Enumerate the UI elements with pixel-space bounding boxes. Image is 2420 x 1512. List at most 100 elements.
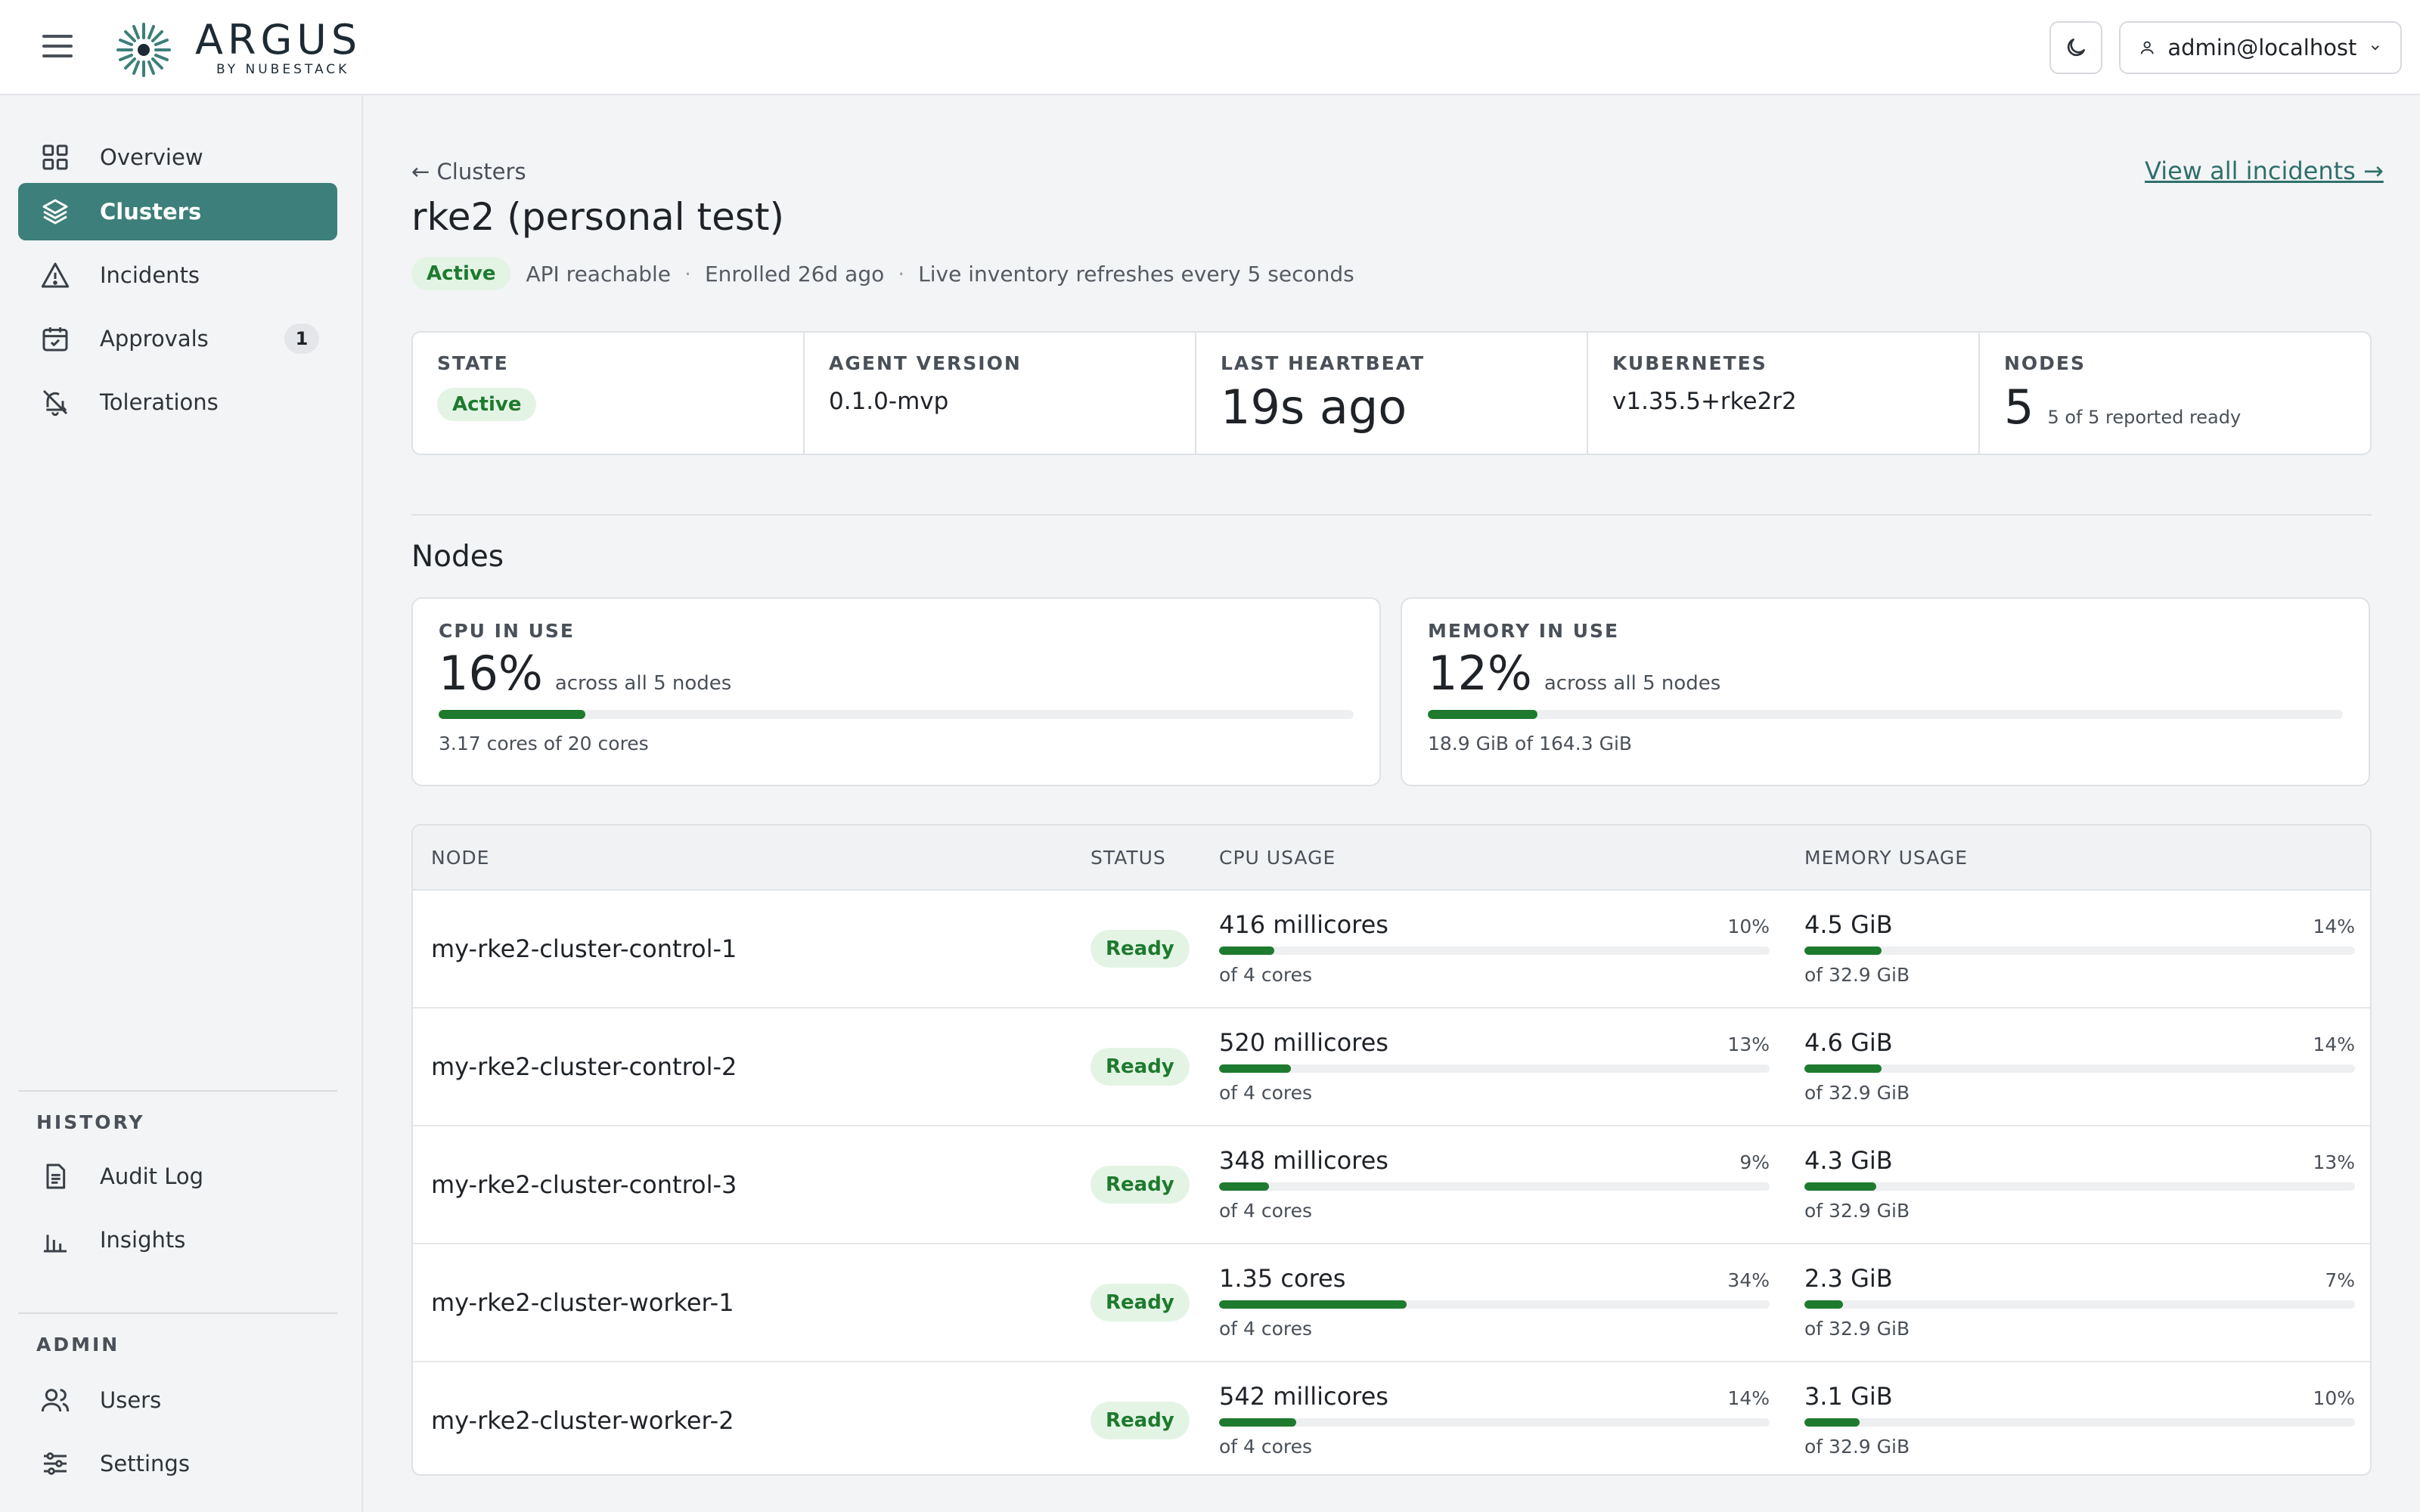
agent-version-cell: AGENT VERSION 0.1.0-mvp [805, 333, 1196, 454]
cpu-usage-value: 348 millicores [1219, 1146, 1388, 1175]
sidebar-item-tolerations[interactable]: Tolerations [18, 373, 337, 431]
column-header-node[interactable]: NODE [431, 847, 490, 869]
memory-usage-bar-fill [1804, 1182, 1876, 1191]
sidebar-item-users[interactable]: Users [18, 1371, 337, 1429]
enrolled-text: Enrolled 26d ago [704, 261, 885, 287]
theme-toggle-button[interactable] [2049, 21, 2102, 74]
sidebar-item-approvals[interactable]: Approvals 1 [18, 310, 337, 367]
cpu-usage-percent: 16% [439, 646, 543, 701]
cpu-usage-value: 520 millicores [1219, 1028, 1388, 1057]
memory-usage-percent: 7% [2325, 1269, 2355, 1291]
state-badge: Active [437, 388, 537, 421]
sidebar-item-insights[interactable]: Insights [18, 1211, 337, 1269]
cpu-usage-bar [1219, 947, 1770, 955]
cpu-usage-percent: 14% [1727, 1387, 1770, 1409]
cpu-usage-bar-fill [1219, 1064, 1291, 1073]
memory-usage-summary: 12% across all 5 nodes [1428, 646, 2343, 701]
table-row[interactable]: my-rke2-cluster-control-1 Ready 416 mill… [413, 891, 2370, 1009]
kubernetes-version: v1.35.5+rke2r2 [1612, 388, 1797, 415]
cpu-usage-percent: 13% [1727, 1033, 1770, 1055]
memory-usage-label: MEMORY IN USE [1428, 620, 1620, 642]
state-cell: STATE Active [413, 333, 805, 454]
memory-usage-bar [1804, 1300, 2355, 1309]
cpu-usage-percent: 9% [1739, 1151, 1770, 1173]
sidebar-item-label: Tolerations [100, 389, 219, 415]
nodes-count-value: 5 [2004, 380, 2034, 435]
memory-usage-bar-fill [1428, 710, 1538, 719]
sidebar-divider [18, 1312, 337, 1314]
kubernetes-label: KUBERNETES [1612, 352, 1767, 374]
table-row[interactable]: my-rke2-cluster-control-3 Ready 348 mill… [413, 1126, 2370, 1244]
column-header-memory-usage[interactable]: MEMORY USAGE [1804, 847, 1969, 869]
sidebar: Overview Clusters Incidents Approvals 1 [0, 95, 363, 1512]
sidebar-item-overview[interactable]: Overview [18, 129, 337, 186]
cpu-usage-bar [1219, 1182, 1770, 1191]
memory-usage-card: MEMORY IN USE 12% across all 5 nodes 18.… [1401, 597, 2370, 786]
sidebar-item-incidents[interactable]: Incidents [18, 246, 337, 304]
memory-capacity: of 32.9 GiB [1804, 1200, 1910, 1222]
memory-usage-bar [1804, 947, 2355, 955]
cpu-usage-cell: 1.35 cores 34% of 4 cores [1219, 1264, 1770, 1340]
column-header-status[interactable]: STATUS [1091, 847, 1166, 869]
sliders-icon [39, 1448, 71, 1479]
memory-usage-bar [1428, 710, 2343, 719]
node-name[interactable]: my-rke2-cluster-control-1 [431, 934, 737, 963]
brand-name: ARGUS [195, 16, 362, 64]
cpu-usage-bar [1219, 1300, 1770, 1309]
cpu-usage-percent: 10% [1727, 916, 1770, 937]
node-name[interactable]: my-rke2-cluster-control-3 [431, 1170, 737, 1199]
approvals-count-badge: 1 [284, 324, 319, 354]
sidebar-item-audit-log[interactable]: Audit Log [18, 1148, 337, 1205]
sidebar-divider [18, 1090, 337, 1092]
user-menu-button[interactable]: admin@localhost [2119, 21, 2402, 74]
node-name[interactable]: my-rke2-cluster-worker-1 [431, 1288, 734, 1317]
table-row[interactable]: my-rke2-cluster-worker-2 Ready 542 milli… [413, 1362, 2370, 1474]
node-name[interactable]: my-rke2-cluster-worker-2 [431, 1406, 734, 1435]
cluster-meta-row: Active API reachable · Enrolled 26d ago … [411, 257, 1354, 290]
refresh-text: Live inventory refreshes every 5 seconds [918, 261, 1354, 287]
nodes-section-title: Nodes [411, 540, 504, 574]
page-title: rke2 (personal test) [411, 195, 785, 239]
memory-usage-value: 4.5 GiB [1804, 910, 1893, 939]
cpu-usage-bar-fill [1219, 947, 1274, 955]
node-status-badge: Ready [1091, 1048, 1190, 1086]
sidebar-item-label: Users [100, 1387, 162, 1413]
cpu-usage-bar [1219, 1418, 1770, 1427]
cpu-usage-value: 542 millicores [1219, 1382, 1388, 1411]
memory-usage-value: 4.3 GiB [1804, 1146, 1893, 1175]
cpu-usage-bar-fill [1219, 1300, 1407, 1309]
menu-icon[interactable] [42, 35, 73, 59]
warning-icon [39, 259, 71, 291]
memory-usage-bar [1804, 1064, 2355, 1073]
document-icon [39, 1160, 71, 1192]
nodes-count: 5 5 of 5 reported ready [2004, 383, 2346, 432]
memory-usage-bar-fill [1804, 1064, 1882, 1073]
back-to-clusters-link[interactable]: ← Clusters [411, 159, 526, 184]
node-status-badge: Ready [1091, 1402, 1190, 1439]
memory-usage-percent: 14% [2313, 916, 2355, 937]
user-email: admin@localhost [2167, 35, 2357, 60]
cpu-usage-cell: 542 millicores 14% of 4 cores [1219, 1382, 1770, 1458]
sidebar-item-label: Insights [100, 1227, 186, 1253]
cpu-usage-bar [1219, 1064, 1770, 1073]
sidebar-item-clusters[interactable]: Clusters [18, 183, 337, 240]
memory-capacity: of 32.9 GiB [1804, 1436, 1910, 1458]
column-header-cpu-usage[interactable]: CPU USAGE [1219, 847, 1336, 869]
cpu-usage-bar-fill [439, 710, 585, 719]
cpu-usage-scope: across all 5 nodes [554, 672, 732, 695]
view-all-incidents-link[interactable]: View all incidents → [2145, 156, 2384, 185]
memory-usage-value: 2.3 GiB [1804, 1264, 1893, 1293]
memory-usage-cell: 4.3 GiB 13% of 32.9 GiB [1804, 1146, 2355, 1222]
table-row[interactable]: my-rke2-cluster-control-2 Ready 520 mill… [413, 1009, 2370, 1126]
table-row[interactable]: my-rke2-cluster-worker-1 Ready 1.35 core… [413, 1244, 2370, 1362]
memory-usage-value: 4.6 GiB [1804, 1028, 1893, 1057]
cpu-usage-value: 1.35 cores [1219, 1264, 1346, 1293]
sidebar-item-settings[interactable]: Settings [18, 1435, 337, 1492]
memory-usage-cell: 4.6 GiB 14% of 32.9 GiB [1804, 1028, 2355, 1104]
node-name[interactable]: my-rke2-cluster-control-2 [431, 1052, 737, 1081]
sidebar-item-label: Approvals [100, 326, 209, 352]
cpu-capacity: of 4 cores [1219, 1436, 1313, 1458]
memory-usage-percent: 10% [2313, 1387, 2355, 1409]
agent-version-value: 0.1.0-mvp [829, 388, 949, 415]
memory-usage-percent: 12% [1428, 646, 1532, 701]
